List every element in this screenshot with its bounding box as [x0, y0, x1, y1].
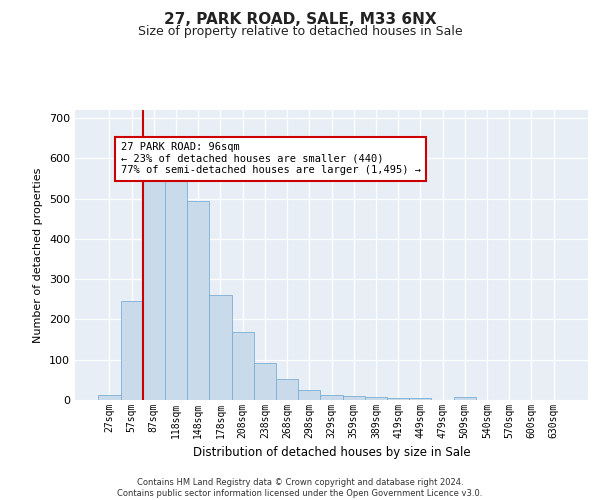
Bar [187, 200, 209, 400]
Bar [98, 395, 121, 400]
Text: 27 PARK ROAD: 96sqm
← 23% of detached houses are smaller (440)
77% of semi-detac: 27 PARK ROAD: 96sqm ← 23% of detached ho… [121, 142, 421, 176]
Bar [320, 395, 343, 400]
Text: 27, PARK ROAD, SALE, M33 6NX: 27, PARK ROAD, SALE, M33 6NX [164, 12, 436, 28]
Bar [143, 168, 165, 400]
Bar [254, 363, 276, 400]
Bar [276, 379, 298, 400]
X-axis label: Distribution of detached houses by size in Sale: Distribution of detached houses by size … [193, 446, 470, 460]
Text: Size of property relative to detached houses in Sale: Size of property relative to detached ho… [137, 25, 463, 38]
Bar [298, 390, 320, 400]
Bar [165, 168, 187, 400]
Bar [454, 397, 476, 400]
Bar [409, 398, 431, 400]
Bar [365, 397, 387, 400]
Bar [232, 332, 254, 400]
Bar [209, 296, 232, 400]
Y-axis label: Number of detached properties: Number of detached properties [34, 168, 43, 342]
Bar [343, 396, 365, 400]
Bar [121, 302, 143, 400]
Bar [387, 398, 409, 400]
Text: Contains HM Land Registry data © Crown copyright and database right 2024.
Contai: Contains HM Land Registry data © Crown c… [118, 478, 482, 498]
